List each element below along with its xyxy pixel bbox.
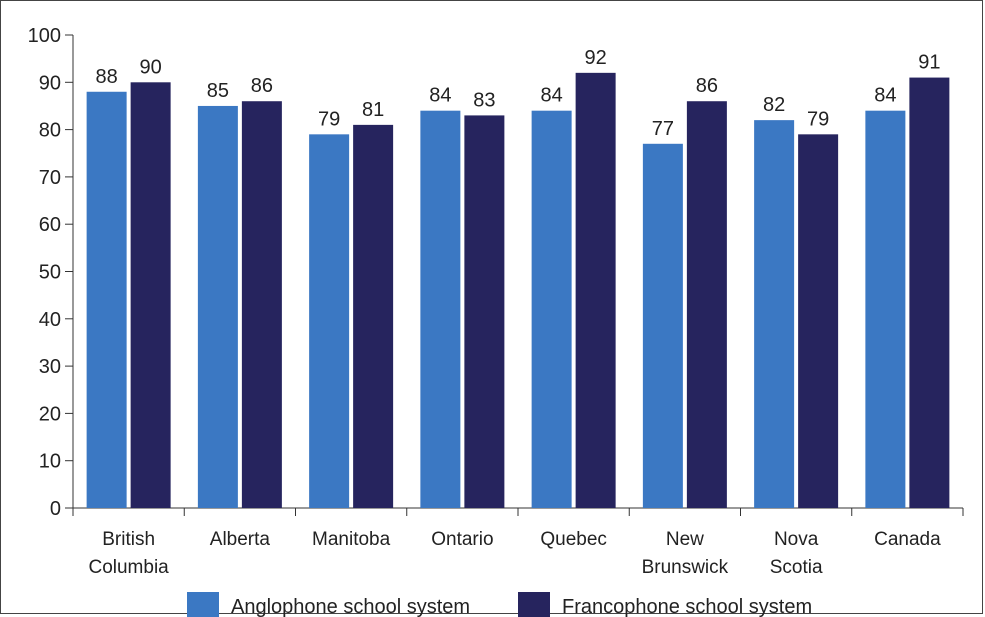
data-label: 90 [140,56,162,78]
y-tick-label: 20 [39,403,61,425]
y-tick-label: 100 [28,25,61,47]
y-tick-label: 50 [39,262,61,284]
bar [86,91,127,508]
x-tick-label: Scotia [770,557,823,578]
bar [686,101,727,508]
bar [464,115,505,508]
y-tick-label: 0 [50,498,61,520]
x-tick-label: Alberta [210,529,271,550]
data-label: 77 [652,118,674,140]
data-label: 83 [473,89,495,111]
y-tick-label: 80 [39,120,61,142]
data-label: 84 [874,85,896,107]
data-label: 79 [807,108,829,130]
data-label: 82 [763,94,785,116]
y-tick-label: 10 [39,451,61,473]
legend-swatch [187,592,219,617]
x-tick-label: Quebec [540,529,607,550]
bar [865,110,906,509]
bar [309,134,350,508]
bar [353,124,394,509]
data-label: 86 [251,75,273,97]
bar [420,110,461,509]
bar [241,101,282,508]
x-tick-label: Canada [874,529,941,550]
legend-label: Francophone school system [562,596,812,617]
bar [909,77,950,508]
data-label: 81 [362,99,384,121]
data-label: 92 [585,47,607,69]
x-tick-label: British [102,529,155,550]
labels-group: 88 90 British Columbia 85 86 Alberta 79 81 Manito… [88,47,941,578]
data-label: 84 [429,85,451,107]
legend-swatch [518,592,550,617]
data-label: 91 [918,52,940,74]
y-tick-label: 30 [39,356,61,378]
y-tick-label: 70 [39,167,61,189]
y-tick-label: 40 [39,309,61,331]
y-tick-label: 90 [39,72,61,94]
data-label: 84 [541,85,563,107]
legend: Anglophone school system Francophone scho… [187,592,812,617]
data-label: 88 [96,66,118,88]
bars-group [86,72,950,509]
x-tick-label: Manitoba [312,529,391,550]
data-label: 85 [207,80,229,102]
x-tick-label: Nova [774,529,819,550]
bar [754,120,795,508]
x-tick-label: Brunswick [642,557,729,578]
bar [197,105,238,508]
axes: 0 10 20 30 40 50 60 70 80 90 100 [28,25,964,520]
bar [531,110,572,509]
bar [798,134,839,508]
x-tick-label: New [666,529,704,550]
x-tick-label: Columbia [88,557,169,578]
bar [575,72,616,508]
x-tick-label: Ontario [431,529,493,550]
bar [642,143,683,509]
y-tick-label: 60 [39,214,61,236]
data-label: 79 [318,108,340,130]
data-label: 86 [696,75,718,97]
bar [130,82,171,509]
legend-label: Anglophone school system [231,596,470,617]
